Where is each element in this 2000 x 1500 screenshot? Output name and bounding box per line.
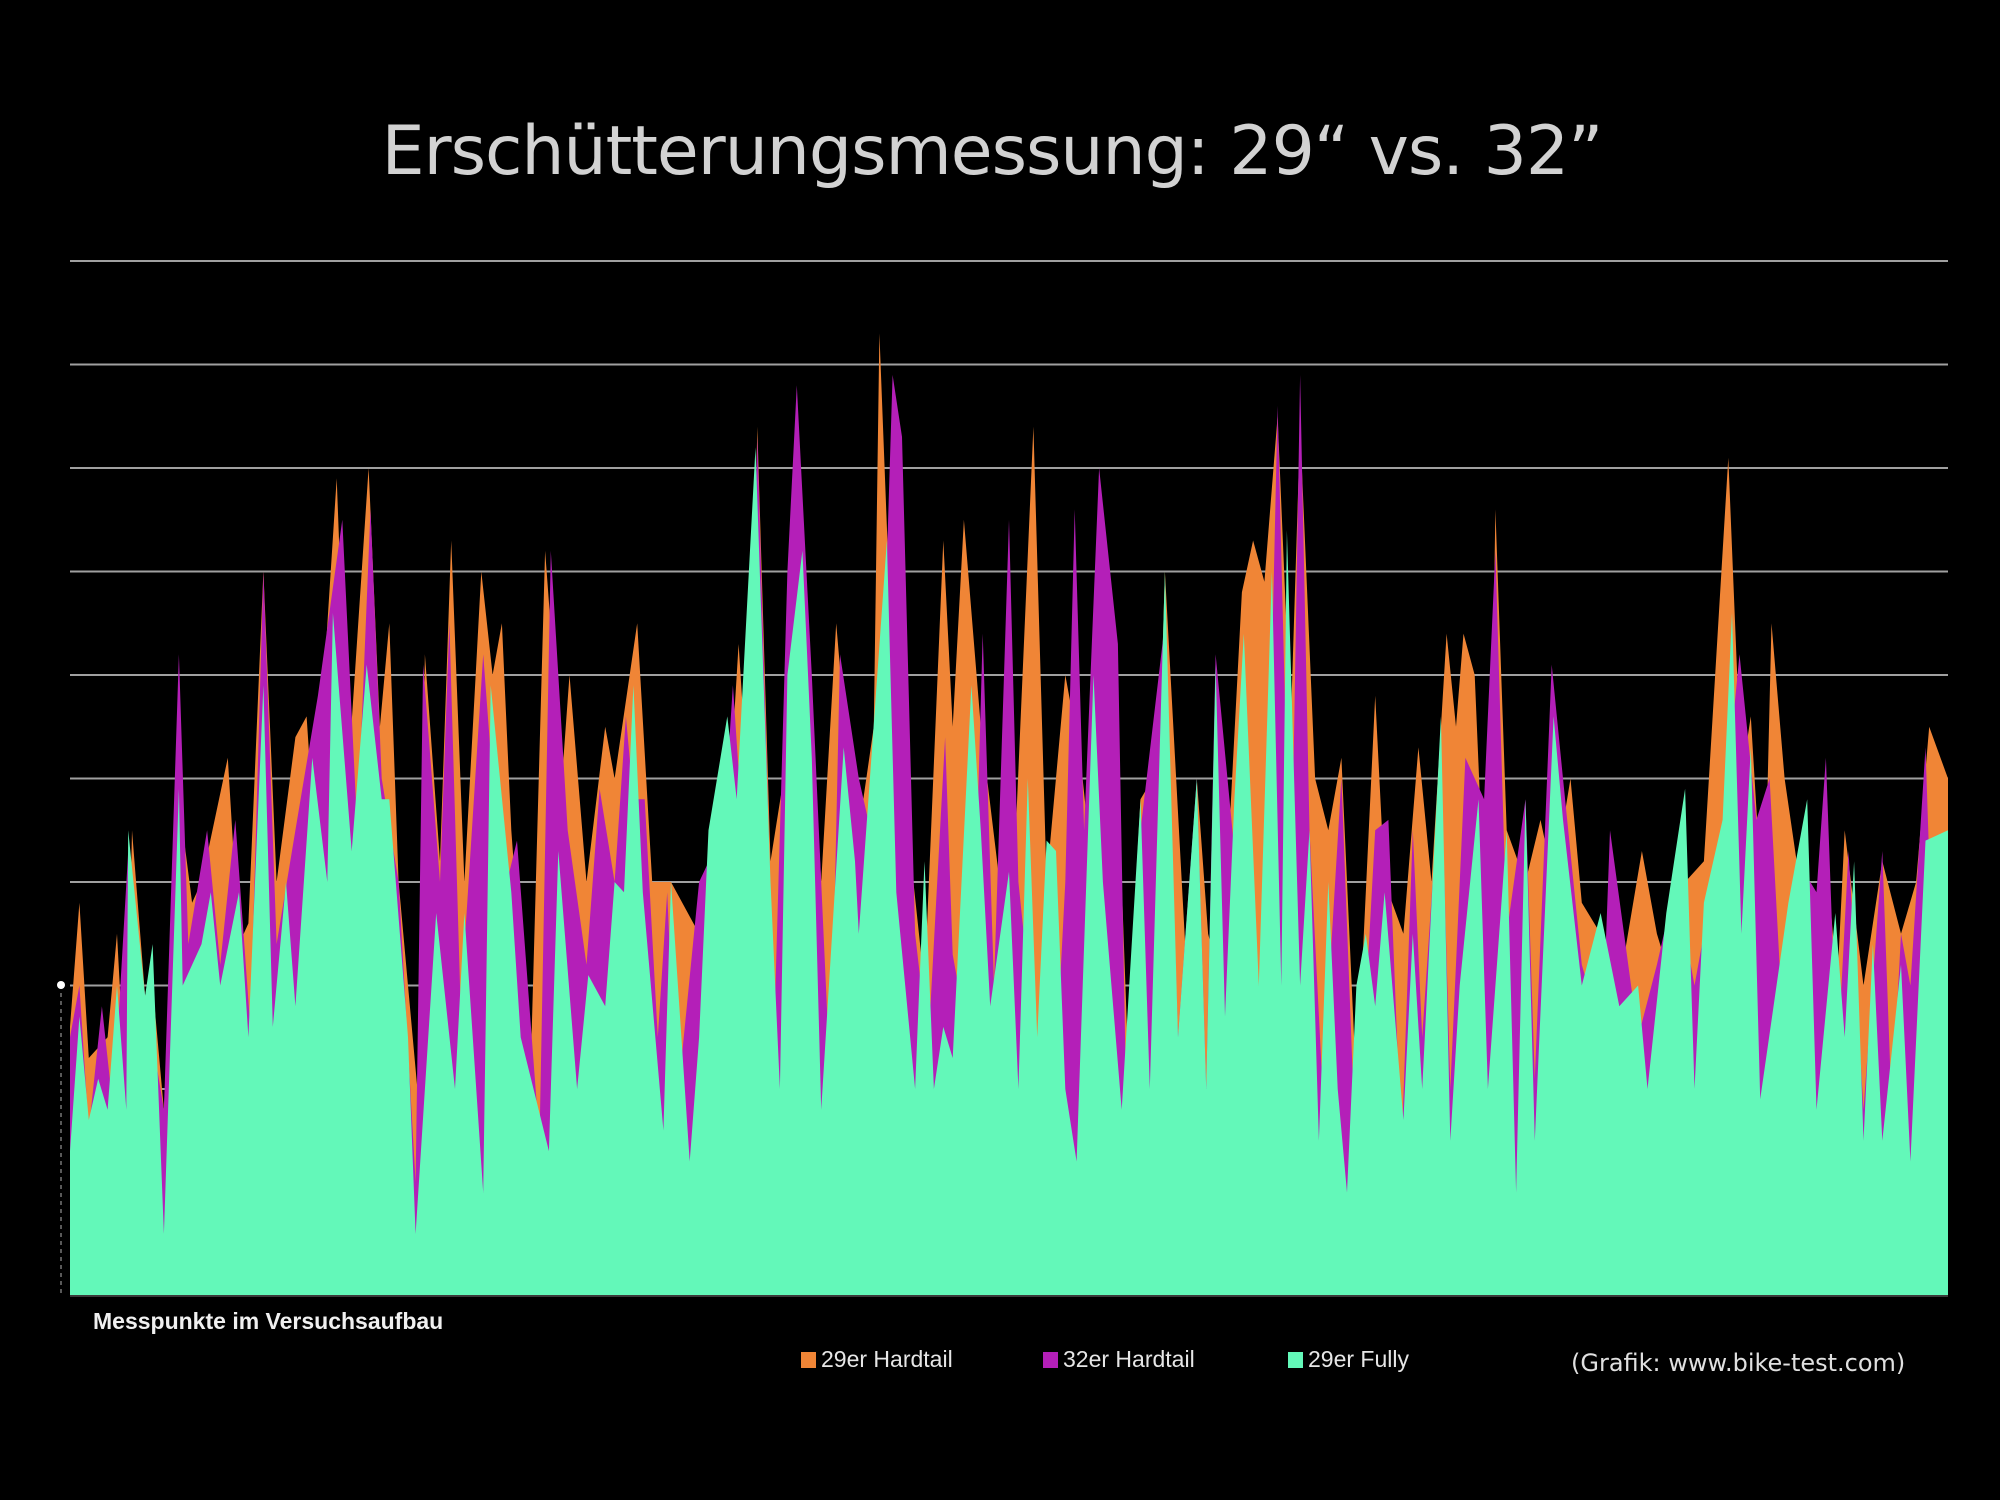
legend-item-29er-fully: 29er Fully (1288, 1346, 1409, 1373)
legend-item-29er-hardtail: 29er Hardtail (801, 1346, 953, 1373)
series-area-29er-fully (70, 447, 1948, 1296)
chart-title: Erschütterungsmessung: 29“ vs. 32” (381, 112, 1604, 191)
legend-swatch (1288, 1351, 1303, 1368)
y-axis-marker (57, 981, 65, 989)
x-axis-label: Messpunkte im Versuchsaufbau (93, 1308, 444, 1334)
legend-item-32er-hardtail: 32er Hardtail (1043, 1346, 1195, 1373)
source-credit: (Grafik: www.bike-test.com) (1571, 1349, 1906, 1377)
legend-label: 29er Fully (1308, 1346, 1409, 1372)
legend-swatch (1043, 1351, 1058, 1368)
legend-swatch (801, 1351, 816, 1368)
series-areas (70, 333, 1948, 1296)
legend-label: 32er Hardtail (1063, 1346, 1195, 1372)
legend-label: 29er Hardtail (821, 1346, 953, 1372)
